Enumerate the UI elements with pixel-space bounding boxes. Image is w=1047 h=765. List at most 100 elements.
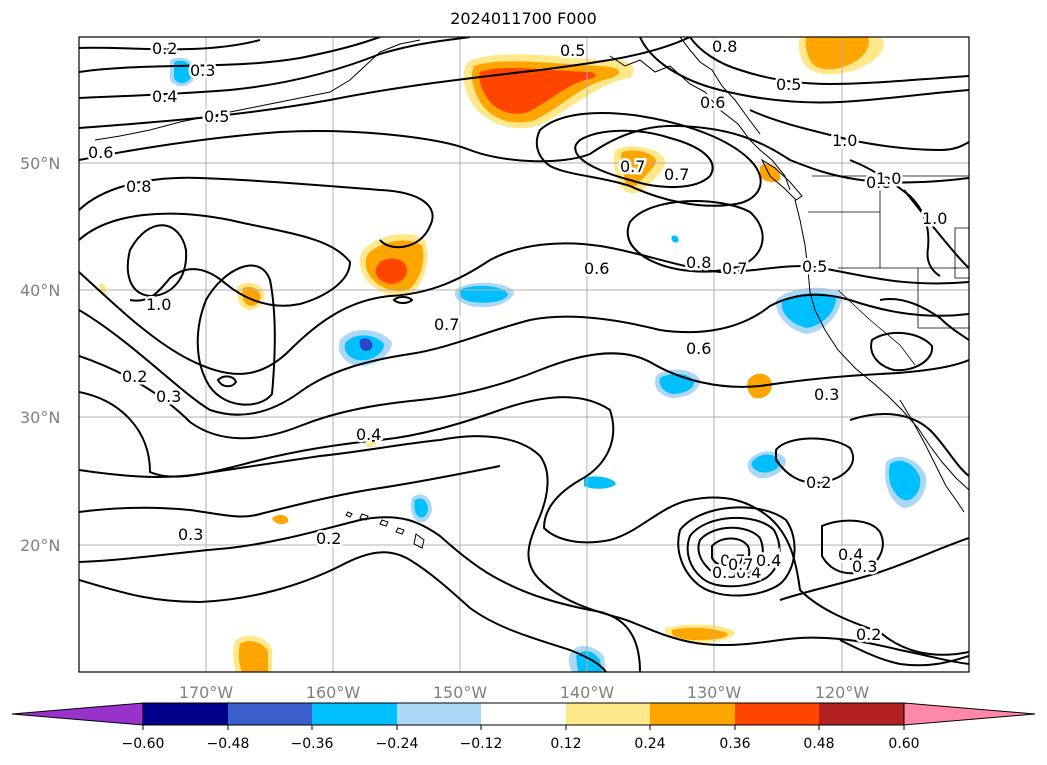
contour-mini-loop bbox=[392, 296, 414, 304]
contour-0.2-north bbox=[79, 39, 261, 51]
shade-mid-pac-strong bbox=[375, 258, 407, 284]
hawaii-maui bbox=[395, 527, 405, 535]
contour-label: 0.7 bbox=[664, 165, 689, 184]
colorbar-ticks bbox=[142, 725, 905, 730]
hawaii-niihau bbox=[345, 511, 353, 518]
contour-label: 0.4 bbox=[356, 425, 381, 444]
colorbar-segment bbox=[650, 703, 735, 725]
contour-0.2-se bbox=[775, 437, 854, 484]
colorbar-tick-label: −0.12 bbox=[460, 736, 503, 752]
colorbar-segment bbox=[228, 703, 312, 725]
colorbar-tick-label: 0.60 bbox=[888, 736, 919, 752]
contour-0.2-south bbox=[79, 465, 501, 518]
contour-0.1-southwest bbox=[79, 551, 607, 672]
colorbar-segment bbox=[312, 703, 397, 725]
plot-frame bbox=[78, 36, 970, 673]
contour-inner-high bbox=[126, 224, 188, 298]
colorbar-segment bbox=[566, 703, 650, 725]
lat-label: 20°N bbox=[20, 536, 60, 555]
shade-center-south-neg bbox=[584, 476, 616, 489]
contour-label: 0.8 bbox=[686, 253, 711, 272]
lat-label: 40°N bbox=[20, 281, 60, 300]
contour-label: 1.0 bbox=[922, 209, 947, 228]
contour-0.2-far-se bbox=[839, 639, 969, 667]
contour-0.4-north bbox=[79, 37, 471, 99]
contour-label: 0.3 bbox=[190, 61, 215, 80]
contour-0.7-mid bbox=[79, 242, 969, 375]
contour-lines bbox=[79, 37, 969, 672]
shade-baja-neg-mid bbox=[888, 460, 921, 501]
lon-label: 140°W bbox=[560, 683, 615, 702]
contour-label: 0.7 bbox=[620, 157, 645, 176]
contour-0.8-ne bbox=[639, 37, 969, 104]
contour-0.6-mid bbox=[79, 293, 969, 416]
contour-0.4-se bbox=[821, 519, 884, 575]
contour-label: 0.3 bbox=[852, 557, 877, 576]
bc-coast bbox=[679, 37, 761, 135]
contour-0.5-mid bbox=[79, 352, 969, 440]
contour-0.6-ne bbox=[903, 189, 969, 269]
contour-label: 0.3 bbox=[814, 385, 839, 404]
colorbar-tick-label: 0.36 bbox=[719, 736, 750, 752]
contour-label: 0.2 bbox=[856, 625, 881, 644]
colorbar-tick-label: −0.24 bbox=[376, 736, 419, 752]
contour-label: 0.4 bbox=[756, 551, 781, 570]
shade-north-center-mid bbox=[620, 150, 656, 187]
colorbar-frame bbox=[142, 702, 905, 726]
colorbar-extend-high bbox=[903, 702, 1036, 726]
contour-0.3-se bbox=[779, 537, 969, 601]
contour-label: 0.2 bbox=[122, 367, 147, 386]
contour-0.8-center bbox=[626, 200, 764, 273]
contour-label: 0.2 bbox=[316, 529, 341, 548]
hawaii-big bbox=[413, 533, 425, 549]
colorbar-tick-label: 0.24 bbox=[634, 736, 665, 752]
lat-label: 30°N bbox=[20, 408, 60, 427]
colorbar-segment bbox=[481, 703, 566, 725]
lon-label: 170°W bbox=[179, 683, 234, 702]
alaska-coast bbox=[609, 55, 791, 191]
contour-0.6-north bbox=[79, 124, 969, 184]
colorbar-tick-label: −0.36 bbox=[291, 736, 334, 752]
colorbar-segment bbox=[143, 703, 228, 725]
contour-label: 0.7 bbox=[722, 259, 747, 278]
contour-0.2-southwest bbox=[79, 516, 641, 672]
shade-south-west-mid bbox=[238, 641, 268, 672]
us-west-coast bbox=[794, 199, 969, 491]
hawaii-oahu bbox=[379, 519, 389, 527]
contour-label: 1.0 bbox=[876, 169, 901, 188]
contour-label: 0.5 bbox=[776, 75, 801, 94]
lon-label: 160°W bbox=[306, 683, 361, 702]
contour-label: 0.3 bbox=[178, 525, 203, 544]
colorbar-tick-label: 0.48 bbox=[803, 736, 834, 752]
shade-gulf-alaska-strong bbox=[479, 67, 596, 114]
shade-hi-north-neg-strong bbox=[359, 338, 373, 351]
map-plot-area: 0.2 0.3 0.4 0.5 0.6 0.8 1.0 0.2 0.3 0.4 … bbox=[79, 37, 969, 672]
contour-1.0-north-center bbox=[574, 129, 714, 188]
shade-sf-neg-mid bbox=[781, 293, 836, 328]
contour-label: 0.5 bbox=[712, 563, 737, 582]
latitude-labels: 50°N 40°N 30°N 20°N bbox=[20, 154, 60, 555]
colorbar: −0.60 −0.48 −0.36 −0.24 −0.12 0.12 0.24 … bbox=[11, 702, 1036, 752]
longitude-labels: 170°W 160°W 150°W 140°W 130°W 120°W bbox=[179, 683, 870, 702]
vancouver-island bbox=[760, 158, 803, 201]
contour-label: 0.8 bbox=[126, 177, 151, 196]
contour-label: 0.2 bbox=[806, 473, 831, 492]
contour-1.0-ne bbox=[749, 109, 969, 152]
shade-hi-neg-mid bbox=[414, 498, 428, 518]
shade-hawaii-weak bbox=[272, 515, 289, 525]
contour-0.5-north bbox=[79, 37, 691, 129]
colorbar-tick-label: −0.48 bbox=[207, 736, 250, 752]
contour-0.4-mid bbox=[79, 391, 969, 656]
contour-label: 1.0 bbox=[832, 131, 857, 150]
contour-label: 0.8 bbox=[712, 37, 737, 56]
lat-label: 50°N bbox=[20, 154, 60, 173]
contour-label: 0.7 bbox=[728, 555, 753, 574]
contour-baja-loop bbox=[870, 331, 934, 372]
map-title: 2024011700 F000 bbox=[450, 9, 597, 28]
contour-lower-right bbox=[849, 413, 969, 477]
contour-label: 0.8 bbox=[866, 173, 891, 192]
contour-0.3-north bbox=[79, 37, 381, 73]
contour-label: 0.5 bbox=[560, 41, 585, 60]
contour-mini-loop-2 bbox=[216, 375, 238, 388]
